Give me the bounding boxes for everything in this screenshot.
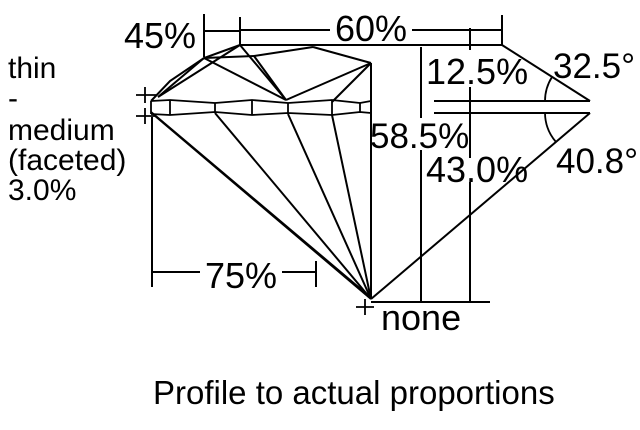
label-pavilion-angle: 40.8° [556, 142, 638, 181]
diagram-caption: Profile to actual proportions [153, 374, 555, 411]
label-total-depth: 58.5% [370, 117, 469, 156]
table-dimension [240, 15, 503, 45]
label-crown-angle: 32.5° [553, 47, 635, 86]
label-culet: none [381, 297, 461, 338]
crown-facets [150, 44, 372, 103]
pavilion-angle-arc [544, 112, 557, 143]
girdle-note-line4: (faceted) [8, 144, 126, 177]
girdle-thickness-ticks [136, 87, 156, 124]
pavilion-slope [370, 112, 591, 300]
culet-tick [356, 299, 374, 315]
girdle-note-line2: - [8, 82, 18, 115]
dimension-lines [136, 14, 503, 315]
label-pavilion-depth: 43.0% [426, 149, 528, 190]
girdle-note: thin - medium (faceted) 3.0% [8, 52, 126, 207]
label-lower-girdle: 75% [205, 255, 277, 296]
angle-arcs [544, 76, 557, 143]
lower-girdle-dimension [151, 117, 317, 287]
girdle-note-line5: 3.0% [8, 174, 76, 207]
pavilion-facets [150, 111, 372, 300]
diamond-outline [240, 44, 591, 303]
label-star-length: 45% [124, 15, 196, 56]
label-table-width: 60% [335, 8, 407, 49]
label-crown-height: 12.5% [426, 51, 528, 92]
crown-slope [501, 44, 591, 102]
girdle-note-line1: thin [8, 52, 56, 85]
girdle-note-line3: medium [8, 114, 115, 147]
girdle-band [150, 99, 372, 116]
crown-angle-arc [544, 76, 553, 102]
